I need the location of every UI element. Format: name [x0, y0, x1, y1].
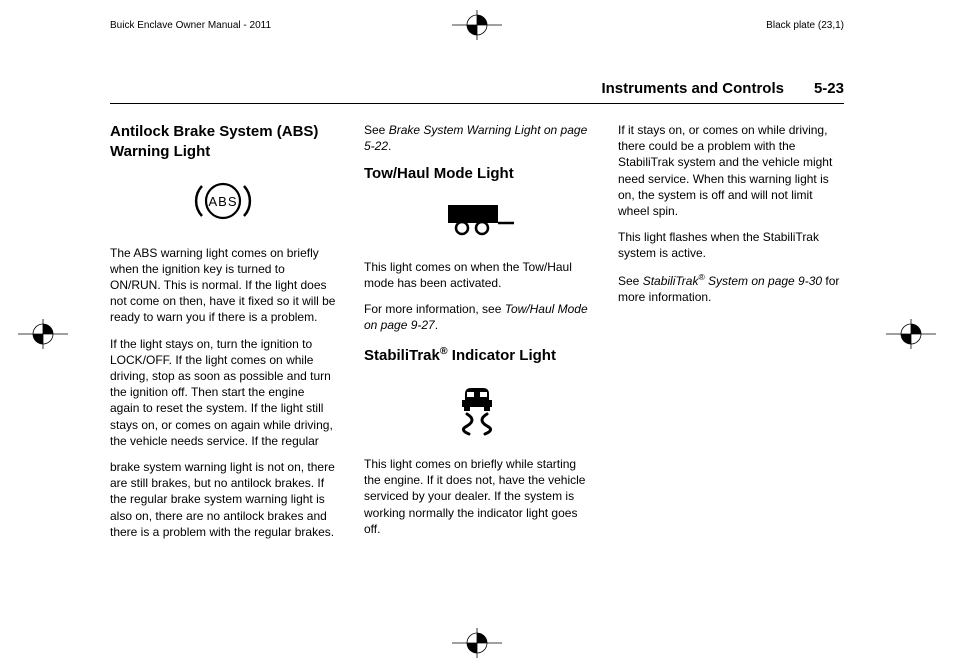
towhaul-para-1: This light comes on when the Tow/Haul mo… — [364, 259, 590, 291]
body-columns: Antilock Brake System (ABS) Warning Ligh… — [110, 122, 844, 547]
brake-xref: Brake System Warning Light on page 5‑22 — [364, 123, 587, 153]
plate-label: Black plate (23,1) — [766, 20, 844, 31]
page-number: 5-23 — [814, 80, 844, 97]
abs-heading: Antilock Brake System (ABS) Warning Ligh… — [110, 122, 336, 163]
stabilitrak-para-1: This light comes on briefly while starti… — [364, 456, 590, 537]
towhaul-icon-figure — [364, 199, 590, 243]
registration-mark-top — [452, 10, 502, 40]
svg-text:ABS: ABS — [208, 194, 237, 209]
abs-para-1: The ABS warning light comes on briefly w… — [110, 245, 336, 326]
registration-mark-left — [18, 319, 68, 349]
stabilitrak-xref: StabiliTrak® System on page 9‑30 — [643, 274, 822, 288]
registration-mark-right — [886, 319, 936, 349]
car-skid-icon — [447, 380, 507, 436]
towhaul-para-2: For more information, see Tow/Haul Mode … — [364, 301, 590, 333]
stabilitrak-para-2: If it stays on, or comes on while drivin… — [618, 122, 844, 219]
stabilitrak-heading: StabiliTrak® Indicator Light — [364, 344, 590, 366]
page-content: Instruments and Controls 5-23 Antilock B… — [110, 80, 844, 623]
abs-icon: ABS — [188, 177, 258, 225]
stabilitrak-para-4: See StabiliTrak® System on page 9‑30 for… — [618, 272, 844, 305]
stabilitrak-icon-figure — [364, 380, 590, 440]
section-title: Instruments and Controls — [601, 80, 784, 97]
abs-para-2: If the light stays on, turn the ignition… — [110, 336, 336, 449]
towhaul-heading: Tow/Haul Mode Light — [364, 164, 590, 184]
manual-title: Buick Enclave Owner Manual - 2011 — [110, 20, 271, 31]
stabilitrak-para-3: This light flashes when the StabiliTrak … — [618, 229, 844, 261]
registration-mark-bottom — [452, 628, 502, 658]
abs-icon-figure: ABS — [110, 177, 336, 229]
trailer-icon — [438, 199, 516, 239]
running-head: Instruments and Controls 5-23 — [110, 80, 844, 104]
